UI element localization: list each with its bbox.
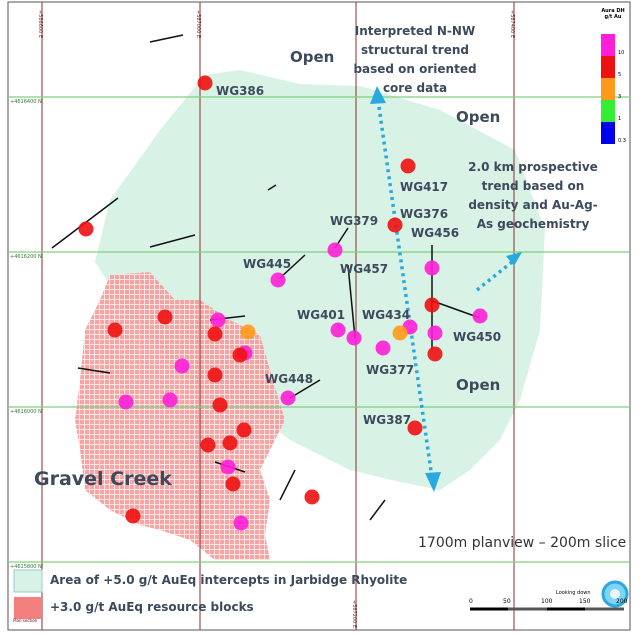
northing-gridlines (8, 96, 630, 563)
colorbar-title: Aura DH g/t Au (601, 8, 625, 20)
drillhole-marker (200, 437, 216, 453)
drillhole-marker (107, 322, 123, 338)
scale-tick: 50 (503, 598, 511, 605)
drillhole-marker (157, 309, 173, 325)
grid-label-n1: +4616400 N (10, 99, 42, 105)
easting-gridlines (41, 2, 515, 630)
drillhole-marker (210, 312, 226, 328)
deposit-label: Gravel Creek (34, 468, 172, 490)
drillhole-marker (346, 330, 362, 346)
scale-tick: 100 (541, 598, 553, 605)
drillhole-marker (270, 272, 286, 288)
drillhole-marker (387, 217, 403, 233)
arrow-head-south (425, 472, 441, 492)
view-caption: 1700m planview – 200m slice (418, 535, 627, 551)
drillhole-marker (400, 158, 416, 174)
drillhole-marker (232, 347, 248, 363)
drillhole-label: WG401 (297, 308, 346, 322)
drillhole-marker (207, 367, 223, 383)
drillhole-marker (222, 435, 238, 451)
grid-label-n4: +4615800 N (10, 564, 42, 570)
colorbar-tick: 3 (618, 94, 622, 100)
drillhole-marker (427, 346, 443, 362)
trend-arrows (376, 99, 514, 479)
drillhole-marker (424, 260, 440, 276)
grid-label-e2: +587000 E (195, 10, 201, 39)
drillhole-marker (375, 340, 391, 356)
colorbar (601, 34, 615, 144)
drillhole-marker (162, 392, 178, 408)
drillhole-label: WG386 (216, 84, 265, 98)
drillhole-marker (280, 390, 296, 406)
grid-label-e1: +586600 E (37, 10, 43, 39)
drillhole-marker (125, 508, 141, 524)
structural-trend-note: Interpreted N-NW structural trend based … (353, 24, 477, 95)
drillhole-marker (197, 75, 213, 91)
drillhole-marker (78, 221, 94, 237)
looking-down-icon-center (610, 589, 620, 599)
prospective-trend-note: 2.0 km prospective trend based on densit… (468, 160, 598, 231)
grid-label-e4: +587400 E (509, 10, 515, 39)
colorbar-tick: 0.3 (618, 138, 626, 144)
plan-section-label: Plan section (13, 618, 38, 623)
grid-label-n2: +4616200 N (10, 254, 42, 260)
scale-tick: 0 (469, 598, 473, 605)
open-label-north: Open (290, 48, 335, 66)
colorbar-tick: 1 (618, 116, 622, 122)
drillhole-marker (225, 476, 241, 492)
arrow-head-north (370, 86, 386, 104)
arrow-head-northeast (506, 252, 522, 266)
scale-tick: 200 (616, 598, 628, 605)
drillhole-label: WG379 (330, 214, 379, 228)
drillhole-marker (118, 394, 134, 410)
drillhole-marker (207, 326, 223, 342)
drillhole-marker (212, 397, 228, 413)
drillhole-marker (427, 325, 443, 341)
drillhole-marker (424, 297, 440, 313)
drillhole-intercepts (78, 75, 488, 531)
looking-down-label: Looking down (556, 590, 591, 596)
legend-label-rhyolite: Area of +5.0 g/t AuEq intercepts in Jarb… (50, 573, 408, 587)
drillhole-label: WG456 (411, 226, 460, 240)
drillhole-marker (327, 242, 343, 258)
drillhole-marker (472, 308, 488, 324)
open-label-southeast: Open (456, 376, 501, 394)
drillhole-marker (174, 358, 190, 374)
drillhole-marker (236, 422, 252, 438)
legend-label-blocks: +3.0 g/t AuEq resource blocks (50, 600, 254, 614)
drillhole-label: WG448 (265, 372, 314, 386)
drillhole-label: WG376 (400, 207, 449, 221)
drillhole-label: WG450 (453, 330, 502, 344)
drillhole-marker (392, 325, 408, 341)
colorbar-tick: 10 (618, 50, 625, 56)
drillhole-label: WG417 (400, 180, 449, 194)
drillhole-label: WG457 (340, 262, 389, 276)
grid-label-n3: +4616000 N (10, 409, 42, 415)
grid-label-e3: +587200 E (351, 600, 357, 629)
drillhole-marker (220, 459, 236, 475)
drillhole-label: WG377 (366, 363, 415, 377)
drillhole-label: WG445 (243, 257, 292, 271)
legend-swatch-rhyolite (13, 569, 43, 593)
legend-swatch-blocks (14, 597, 42, 619)
colorbar-tick: 5 (618, 72, 622, 78)
drillhole-label: WG434 (362, 308, 411, 322)
drillhole-marker (240, 324, 256, 340)
open-label-east: Open (456, 108, 501, 126)
scale-tick: 150 (579, 598, 591, 605)
drillhole-marker (233, 515, 249, 531)
drillhole-label: WG387 (363, 413, 412, 427)
drillhole-marker (330, 322, 346, 338)
drillhole-marker (407, 420, 423, 436)
drillhole-marker (304, 489, 320, 505)
